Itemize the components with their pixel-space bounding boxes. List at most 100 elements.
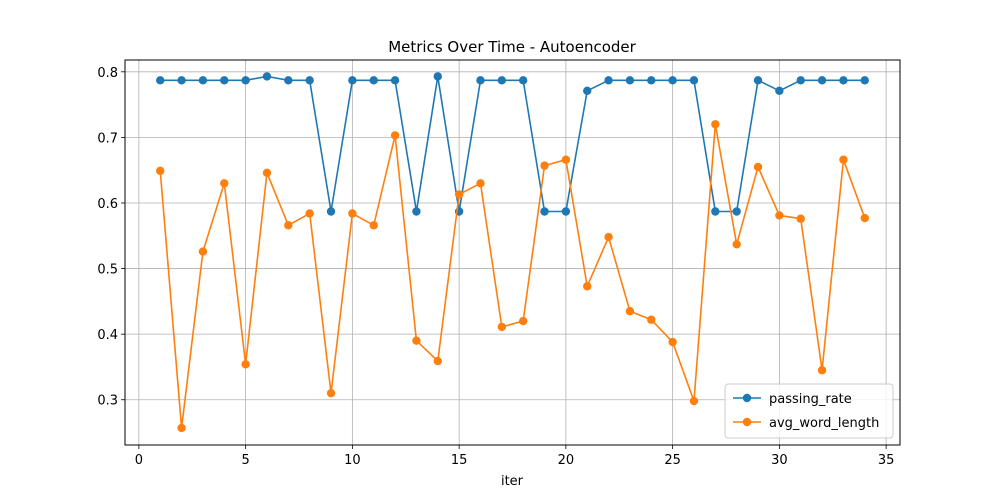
data-point (689, 76, 699, 85)
data-point (390, 76, 400, 85)
data-point (369, 76, 378, 85)
legend-marker (742, 393, 752, 403)
data-point (647, 76, 656, 85)
data-point (241, 76, 250, 85)
y-tick-label: 0.4 (97, 328, 118, 343)
data-point (412, 336, 421, 345)
data-point (220, 179, 229, 188)
data-point (775, 86, 784, 96)
data-point (476, 76, 485, 85)
data-point (497, 76, 507, 85)
data-point (625, 307, 635, 316)
data-point (796, 214, 805, 223)
series-layer (156, 72, 869, 433)
data-point (604, 76, 613, 85)
data-point (561, 155, 571, 164)
data-point (177, 76, 186, 85)
data-point (433, 72, 442, 81)
data-point (817, 366, 827, 375)
data-point (284, 76, 293, 85)
data-point (305, 76, 314, 85)
x-axis-label: iter (501, 474, 524, 489)
data-point (775, 211, 784, 220)
y-tick-label: 0.7 (97, 131, 118, 146)
data-point (198, 247, 208, 256)
series-passing-rate (156, 72, 869, 216)
x-tick-label: 10 (344, 453, 361, 468)
data-point (156, 76, 165, 85)
data-point (390, 131, 400, 140)
legend-item: avg_word_length (733, 416, 879, 431)
data-point (518, 316, 528, 326)
data-point (497, 322, 507, 332)
data-point (711, 207, 720, 216)
x-tick-label: 25 (664, 453, 681, 468)
data-point (241, 360, 250, 369)
data-point (647, 315, 656, 324)
data-point (454, 190, 464, 199)
data-point (262, 72, 272, 81)
data-point (561, 207, 571, 216)
x-tick-label: 15 (451, 453, 468, 468)
data-point (305, 209, 314, 218)
data-point (540, 161, 549, 170)
data-point (583, 282, 592, 291)
data-point (604, 232, 613, 242)
ticks: 0 5 10 15 20 25 30 35 0.3 0.4 0.5 0.6 0.7 0.8 (97, 66, 894, 468)
series-line (160, 75, 865, 213)
data-point (732, 207, 741, 216)
x-tick-label: 35 (878, 453, 895, 468)
data-point (689, 396, 699, 406)
x-tick-label: 0 (135, 453, 143, 468)
data-point (753, 76, 763, 85)
data-point (284, 221, 293, 230)
data-point (860, 76, 869, 85)
data-point (753, 162, 763, 172)
data-point (326, 388, 336, 398)
data-point (860, 213, 869, 223)
grid (125, 60, 900, 445)
data-point (369, 221, 378, 230)
legend-label: passing_rate (769, 392, 852, 407)
axes-frame (124, 59, 901, 446)
data-point (348, 209, 357, 218)
data-point (156, 166, 165, 176)
data-point (711, 120, 720, 129)
x-tick-label: 5 (241, 453, 249, 468)
legend-marker (742, 417, 752, 427)
data-point (817, 76, 827, 85)
x-tick-label: 30 (771, 453, 788, 468)
data-point (583, 86, 592, 96)
data-point (540, 207, 549, 216)
data-point (412, 207, 421, 216)
data-point (625, 76, 635, 85)
legend-item: passing_rate (733, 392, 852, 407)
y-tick-label: 0.8 (97, 66, 118, 81)
legend: passing_rate avg_word_length (724, 383, 894, 439)
data-point (326, 207, 336, 216)
data-point (668, 76, 677, 85)
legend-label: avg_word_length (769, 416, 879, 431)
data-point (348, 76, 357, 85)
data-point (220, 76, 229, 85)
legend-box (724, 383, 894, 439)
data-point (518, 76, 528, 85)
chart-title: Metrics Over Time - Autoencoder (388, 38, 636, 56)
series-line (159, 123, 866, 429)
y-tick-label: 0.3 (97, 394, 118, 409)
data-point (262, 168, 272, 178)
series-avg-word-length (156, 120, 869, 433)
y-tick-label: 0.5 (97, 263, 118, 278)
data-point (476, 179, 485, 188)
data-point (839, 155, 848, 164)
data-point (668, 337, 677, 347)
data-point (796, 76, 805, 85)
y-tick-label: 0.6 (97, 197, 118, 212)
data-point (177, 423, 186, 433)
data-point (732, 240, 741, 249)
data-point (198, 76, 208, 85)
x-tick-label: 20 (558, 453, 575, 468)
data-point (839, 76, 848, 85)
